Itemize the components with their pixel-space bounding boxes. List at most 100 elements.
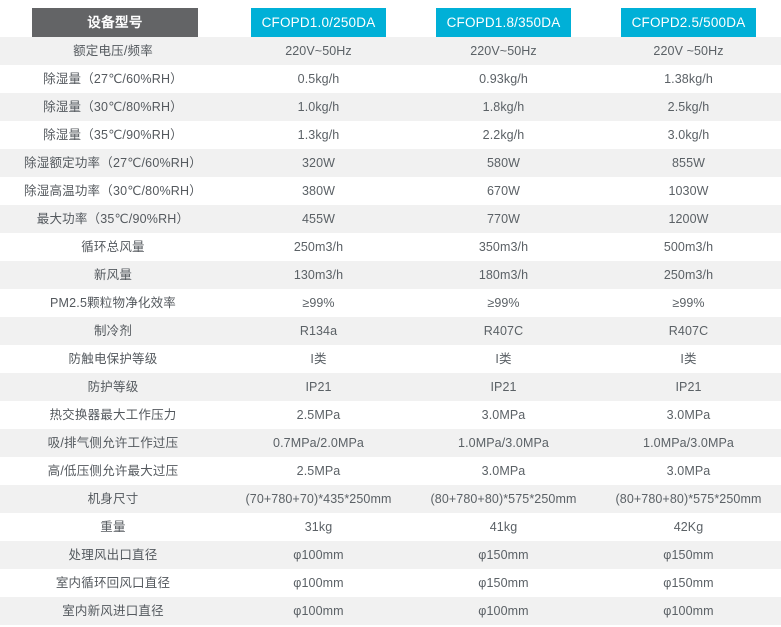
row-value-3: I类 — [680, 352, 697, 366]
row-value-1: 455W — [301, 212, 336, 226]
row-label: 新风量 — [93, 268, 133, 282]
row-value-2: 1.8kg/h — [482, 100, 525, 114]
row-label: 防护等级 — [87, 380, 139, 394]
header-cell-model-3: CFOPD2.5/500DA — [596, 0, 781, 37]
row-value-2: 180m3/h — [478, 268, 529, 282]
table-row: 机身尺寸 (70+780+70)*435*250mm (80+780+80)*575… — [0, 485, 781, 513]
table-row: 制冷剂 R134a R407C R407C — [0, 317, 781, 345]
header-label-pill: 设备型号 — [32, 8, 198, 37]
row-value-3: φ150mm — [663, 576, 714, 590]
row-label: 除湿量（27℃/60%RH） — [43, 72, 183, 86]
table-row: 循环总风量 250m3/h 350m3/h 500m3/h — [0, 233, 781, 261]
table-row: 防护等级 IP21 IP21 IP21 — [0, 373, 781, 401]
row-value-3: 1.0MPa/3.0MPa — [643, 436, 734, 450]
row-label: 重量 — [100, 520, 126, 534]
table-header: 设备型号 CFOPD1.0/250DA CFOPD1.8/350DA CFOPD… — [0, 0, 781, 37]
table-row: 热交换器最大工作压力 2.5MPa 3.0MPa 3.0MPa — [0, 401, 781, 429]
row-value-1: 2.5MPa — [296, 408, 341, 422]
table-row: 室内新风进口直径 φ100mm φ100mm φ100mm — [0, 597, 781, 625]
row-label: 处理风出口直径 — [68, 548, 158, 562]
row-label: 防触电保护等级 — [68, 352, 158, 366]
row-value-2: 1.0MPa/3.0MPa — [458, 436, 549, 450]
row-value-2: 670W — [486, 184, 521, 198]
header-model-pill-3: CFOPD2.5/500DA — [621, 8, 756, 37]
table-row: 除湿量（27℃/60%RH） 0.5kg/h 0.93kg/h 1.38kg/h — [0, 65, 781, 93]
row-value-2: 350m3/h — [478, 240, 529, 254]
row-value-2: 41kg — [489, 520, 518, 534]
table-row: 防触电保护等级 I类 I类 I类 — [0, 345, 781, 373]
row-value-2: φ100mm — [478, 604, 529, 618]
row-value-3: 1.38kg/h — [664, 72, 713, 86]
header-model-pill-1: CFOPD1.0/250DA — [251, 8, 386, 37]
row-value-3: ≥99% — [672, 296, 705, 310]
row-value-2: 220V~50Hz — [470, 44, 537, 58]
table-row: 额定电压/频率 220V~50Hz 220V~50Hz 220V ~50Hz — [0, 37, 781, 65]
row-value-2: 3.0MPa — [481, 464, 526, 478]
table-row: 新风量 130m3/h 180m3/h 250m3/h — [0, 261, 781, 289]
row-label: 机身尺寸 — [87, 492, 139, 506]
row-value-2: 2.2kg/h — [482, 128, 525, 142]
row-value-3: 1200W — [668, 212, 709, 226]
table-row: 除湿量（35℃/90%RH） 1.3kg/h 2.2kg/h 3.0kg/h — [0, 121, 781, 149]
row-value-1: 0.5kg/h — [297, 72, 340, 86]
table-row: PM2.5颗粒物净化效率 ≥99% ≥99% ≥99% — [0, 289, 781, 317]
table-row: 室内循环回风口直径 φ100mm φ150mm φ150mm — [0, 569, 781, 597]
row-value-1: (70+780+70)*435*250mm — [245, 492, 392, 506]
row-value-1: φ100mm — [293, 548, 344, 562]
row-value-1: 320W — [301, 156, 336, 170]
row-value-3: 855W — [671, 156, 706, 170]
row-value-1: 1.3kg/h — [297, 128, 340, 142]
row-label: 循环总风量 — [81, 240, 145, 254]
row-value-2: φ150mm — [478, 576, 529, 590]
row-value-2: IP21 — [490, 380, 517, 394]
table-row: 高/低压侧允许最大过压 2.5MPa 3.0MPa 3.0MPa — [0, 457, 781, 485]
row-value-2: 580W — [486, 156, 521, 170]
row-value-2: R407C — [483, 324, 524, 338]
row-value-1: 250m3/h — [293, 240, 344, 254]
row-value-2: I类 — [495, 352, 512, 366]
table-row: 重量 31kg 41kg 42Kg — [0, 513, 781, 541]
row-label: 除湿量（30℃/80%RH） — [43, 100, 183, 114]
row-value-3: (80+780+80)*575*250mm — [615, 492, 762, 506]
table-header-row: 设备型号 CFOPD1.0/250DA CFOPD1.8/350DA CFOPD… — [0, 0, 781, 37]
row-value-2: 0.93kg/h — [479, 72, 528, 86]
row-value-3: 2.5kg/h — [667, 100, 710, 114]
header-cell-label: 设备型号 — [0, 0, 226, 37]
row-value-3: 220V ~50Hz — [653, 44, 724, 58]
row-value-2: 770W — [486, 212, 521, 226]
row-label: 除湿量（35℃/90%RH） — [43, 128, 183, 142]
row-value-2: 3.0MPa — [481, 408, 526, 422]
row-value-1: 2.5MPa — [296, 464, 341, 478]
row-label: 热交换器最大工作压力 — [49, 408, 177, 422]
row-value-3: 42Kg — [673, 520, 704, 534]
row-value-1: ≥99% — [302, 296, 335, 310]
row-label: 制冷剂 — [93, 324, 133, 338]
row-label: 吸/排气侧允许工作过压 — [47, 436, 179, 450]
row-label: 最大功率（35℃/90%RH） — [36, 212, 190, 226]
row-value-3: 3.0MPa — [666, 408, 711, 422]
row-value-3: 1030W — [668, 184, 709, 198]
row-value-1: 31kg — [304, 520, 333, 534]
table-row: 除湿量（30℃/80%RH） 1.0kg/h 1.8kg/h 2.5kg/h — [0, 93, 781, 121]
row-value-3: 500m3/h — [663, 240, 714, 254]
row-value-1: 0.7MPa/2.0MPa — [273, 436, 364, 450]
row-value-3: 3.0kg/h — [667, 128, 710, 142]
row-value-1: 1.0kg/h — [297, 100, 340, 114]
row-value-1: IP21 — [305, 380, 332, 394]
table-row: 最大功率（35℃/90%RH） 455W 770W 1200W — [0, 205, 781, 233]
row-value-1: φ100mm — [293, 604, 344, 618]
row-label: 除湿额定功率（27℃/60%RH） — [24, 156, 202, 170]
row-value-2: ≥99% — [487, 296, 520, 310]
row-label: 室内循环回风口直径 — [55, 576, 171, 590]
row-value-3: φ100mm — [663, 604, 714, 618]
row-value-2: (80+780+80)*575*250mm — [430, 492, 577, 506]
row-label: PM2.5颗粒物净化效率 — [49, 296, 177, 310]
table-row: 除湿额定功率（27℃/60%RH） 320W 580W 855W — [0, 149, 781, 177]
row-value-2: φ150mm — [478, 548, 529, 562]
row-value-1: φ100mm — [293, 576, 344, 590]
table-row: 除湿高温功率（30℃/80%RH） 380W 670W 1030W — [0, 177, 781, 205]
table-row: 吸/排气侧允许工作过压 0.7MPa/2.0MPa 1.0MPa/3.0MPa 1.0… — [0, 429, 781, 457]
header-cell-model-2: CFOPD1.8/350DA — [411, 0, 596, 37]
